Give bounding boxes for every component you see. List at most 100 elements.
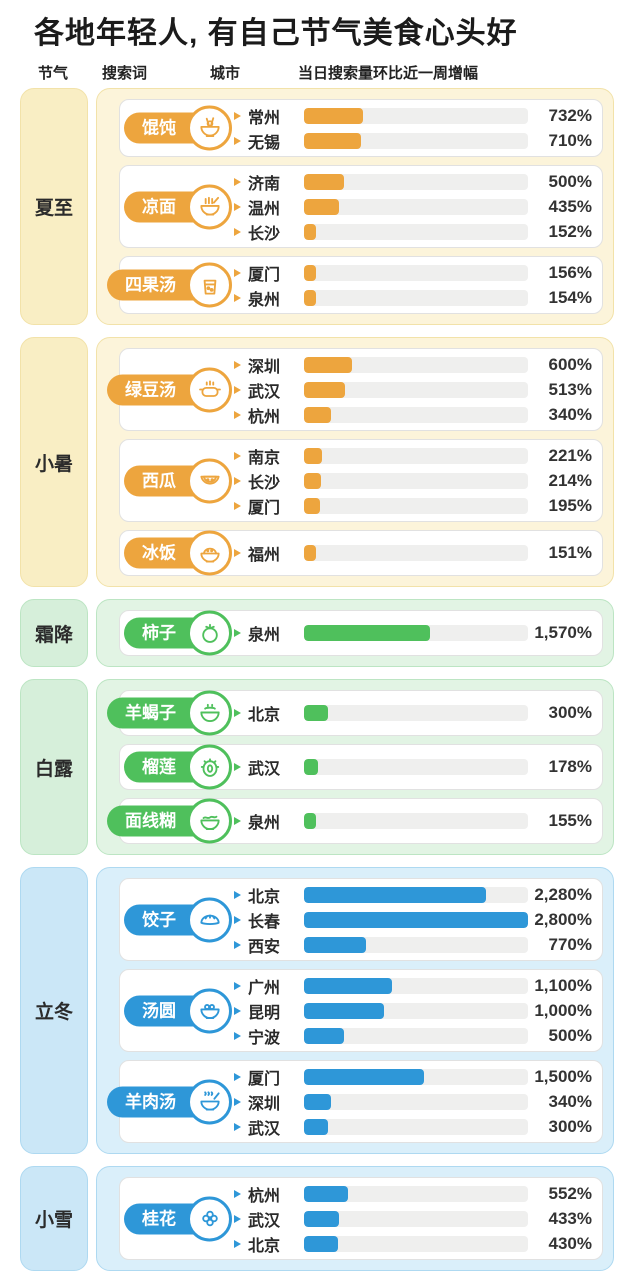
bar-track [304, 223, 528, 240]
city-marker-icon [234, 268, 241, 277]
season-group-夏至: 夏至 馄饨 常州 732% 无锡 710% 凉面 济南 500% 温州 435% 长沙 152% 四果汤厦… [20, 88, 614, 325]
city-name: 厦门 [248, 266, 281, 284]
season-group-body: 柿子 泉州 1,570% [96, 599, 614, 667]
bar-fill [304, 173, 344, 190]
city-row: 温州 435% [234, 194, 592, 219]
bar-fill [304, 264, 317, 281]
city-name: 武汉 [248, 383, 281, 401]
osmanthus-flower-icon [187, 1196, 232, 1241]
dumpling-icon [187, 897, 232, 942]
lamb-soup-bowl-icon [187, 1079, 232, 1124]
city-name: 福州 [248, 547, 281, 564]
city-marker-icon [234, 451, 241, 460]
hotpot-icon [187, 690, 232, 736]
city-name: 杭州 [248, 1187, 281, 1205]
bar-fill [304, 289, 317, 306]
bar-track [304, 381, 528, 398]
bar-fill [304, 1210, 339, 1227]
city-marker-icon [234, 202, 241, 211]
city-name: 厦门 [248, 1070, 281, 1088]
city-marker-icon [234, 940, 241, 949]
city-row: 泉州 154% [234, 285, 592, 310]
season-group-body: 桂花 杭州 552% 武汉 433% 北京 430% [96, 1166, 614, 1271]
bar-track [304, 497, 528, 514]
wonton-bowl-icon [187, 105, 232, 151]
city-name: 深圳 [248, 1095, 281, 1113]
city-row: 南京 221% [234, 443, 592, 468]
city-marker-icon [234, 227, 241, 236]
food-pill: 羊肉汤 [107, 1079, 232, 1124]
bar-fill [304, 223, 317, 240]
city-row: 北京 2,280% [234, 882, 592, 907]
city-name: 泉州 [248, 815, 281, 832]
food-card: 四果汤 厦门 156% 泉州 154% [107, 256, 603, 314]
city-rows: 广州 1,100% 昆明 1,000% 宁波 500% [234, 973, 592, 1048]
food-pill: 羊蝎子 [107, 690, 232, 736]
growth-value: 710% [548, 130, 592, 150]
bar-fill [304, 497, 320, 514]
city-row: 厦门 156% [234, 260, 592, 285]
city-name: 长沙 [248, 225, 281, 243]
city-row: 泉州 155% [234, 809, 592, 834]
city-row: 深圳 600% [234, 352, 592, 377]
growth-value: 770% [548, 934, 592, 954]
growth-value: 513% [548, 379, 592, 399]
bar-fill [304, 545, 317, 561]
food-card: 绿豆汤 深圳 600% 武汉 513% 杭州 340% [107, 348, 603, 431]
city-row: 长沙 214% [234, 468, 592, 493]
food-pill: 饺子 [124, 897, 232, 942]
growth-value: 1,500% [534, 1066, 592, 1086]
growth-value: 300% [548, 1116, 592, 1136]
bar-track [304, 132, 528, 149]
city-marker-icon [234, 293, 241, 302]
bar-track [304, 1235, 528, 1252]
bar-track [304, 472, 528, 489]
growth-value: 1,000% [534, 1000, 592, 1020]
city-name: 广州 [248, 979, 281, 997]
city-name: 深圳 [248, 358, 281, 376]
bar-track [304, 936, 528, 953]
city-rows: 深圳 600% 武汉 513% 杭州 340% [234, 352, 592, 427]
city-marker-icon [234, 501, 241, 510]
city-marker-icon [234, 763, 241, 771]
city-marker-icon [234, 709, 241, 717]
city-row: 昆明 1,000% [234, 998, 592, 1023]
city-rows: 厦门 156% 泉州 154% [234, 260, 592, 310]
bar-track [304, 1185, 528, 1202]
season-group-body: 羊蝎子 北京 300% 榴莲 武汉 178% 面线糊 泉州 155% [96, 679, 614, 855]
bar-fill [304, 447, 322, 464]
bar-track [304, 911, 528, 928]
city-marker-icon [234, 410, 241, 419]
city-marker-icon [234, 1031, 241, 1040]
bar-fill [304, 1093, 332, 1110]
food-pill: 面线糊 [107, 798, 232, 844]
season-term-label: 小暑 [20, 337, 88, 587]
growth-value: 2,280% [534, 884, 592, 904]
tangyuan-bowl-icon [187, 988, 232, 1033]
city-name: 泉州 [248, 627, 281, 644]
rice-bowl-icon [187, 530, 232, 576]
bar-fill [304, 813, 317, 829]
bar-track [304, 198, 528, 215]
bar-fill [304, 911, 528, 928]
food-card: 羊肉汤 厦门 1,500% 深圳 340% 武汉 300% [107, 1060, 603, 1143]
bar-fill [304, 472, 322, 489]
city-marker-icon [234, 111, 241, 120]
city-row: 济南 500% [234, 169, 592, 194]
city-name: 温州 [248, 200, 281, 218]
food-card: 榴莲 武汉 178% [119, 744, 603, 790]
city-row: 无锡 710% [234, 128, 592, 153]
city-marker-icon [234, 1214, 241, 1223]
city-row: 西安 770% [234, 932, 592, 957]
season-group-立冬: 立冬 饺子 北京 2,280% 长春 2,800% 西安 770% 汤圆 广州 1,100% 昆明 1,… [20, 867, 614, 1154]
bar-track [304, 813, 528, 829]
bar-fill [304, 107, 363, 124]
column-headers: 节气 搜索词 城市 当日搜索量环比近一周增幅 [20, 62, 614, 82]
city-marker-icon [234, 629, 241, 637]
season-group-白露: 白露 羊蝎子 北京 300% 榴莲 武汉 178% 面线糊 泉州 155% [20, 679, 614, 855]
bar-fill [304, 977, 392, 994]
city-name: 昆明 [248, 1004, 281, 1022]
food-pill: 馄饨 [124, 105, 232, 151]
bar-track [304, 173, 528, 190]
